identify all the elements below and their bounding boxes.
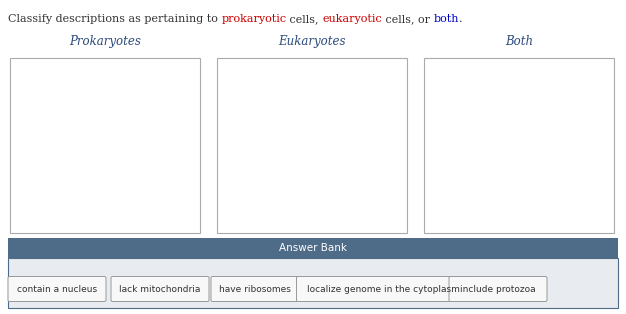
FancyBboxPatch shape: [449, 277, 547, 301]
Text: Answer Bank: Answer Bank: [279, 243, 347, 253]
Text: include protozoa: include protozoa: [460, 284, 536, 294]
Text: prokaryotic: prokaryotic: [222, 14, 287, 24]
Bar: [10, 58, 200, 233]
Text: .: .: [459, 14, 463, 24]
Bar: [217, 58, 407, 233]
Text: cells, or: cells, or: [382, 14, 434, 24]
Text: both: both: [434, 14, 459, 24]
Text: contain a nucleus: contain a nucleus: [17, 284, 97, 294]
Text: eukaryotic: eukaryotic: [322, 14, 382, 24]
Text: Eukaryotes: Eukaryotes: [278, 35, 346, 48]
FancyBboxPatch shape: [8, 277, 106, 301]
Text: have ribosomes: have ribosomes: [219, 284, 291, 294]
Text: Prokaryotes: Prokaryotes: [69, 35, 141, 48]
FancyBboxPatch shape: [111, 277, 209, 301]
Bar: [8, 258, 618, 308]
Bar: [424, 58, 614, 233]
Text: Both: Both: [505, 35, 533, 48]
FancyBboxPatch shape: [297, 277, 470, 301]
Text: Classify descriptions as pertaining to: Classify descriptions as pertaining to: [8, 14, 222, 24]
FancyBboxPatch shape: [211, 277, 299, 301]
Bar: [8, 238, 618, 258]
Text: lack mitochondria: lack mitochondria: [120, 284, 201, 294]
Text: localize genome in the cytoplasm: localize genome in the cytoplasm: [307, 284, 459, 294]
Text: cells,: cells,: [287, 14, 322, 24]
